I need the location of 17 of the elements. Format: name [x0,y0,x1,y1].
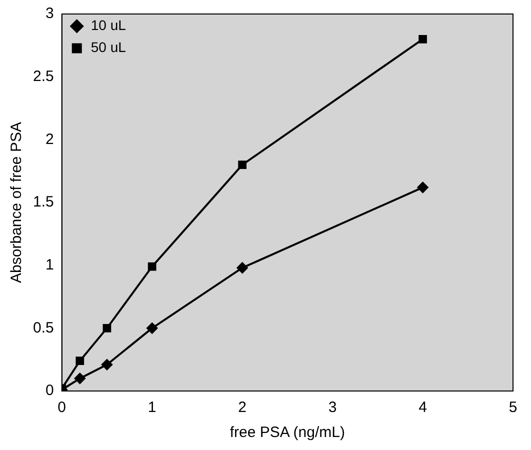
x-tick-label: 5 [508,399,518,416]
x-tick-label: 4 [418,399,427,416]
y-axis-title: Absorbance of free PSA [8,122,26,283]
y-tick-label: 0.5 [32,319,54,336]
y-tick-label: 1.5 [32,194,54,211]
legend-label: 10 uL [90,17,126,34]
x-tick-label: 0 [58,399,66,416]
legend-label: 50 uL [90,39,126,56]
y-tick-label: 1 [46,256,54,274]
y-tick-label: 3 [46,5,54,22]
x-tick-label: 3 [328,399,337,416]
y-tick-label: 0 [46,382,54,400]
y-tick-label: 2 [46,130,54,148]
x-axis-title: free PSA (ng/mL) [230,424,345,442]
x-tick-label: 2 [238,399,246,416]
y-tick-label: 2.5 [32,68,54,85]
x-tick-label: 1 [148,399,156,416]
